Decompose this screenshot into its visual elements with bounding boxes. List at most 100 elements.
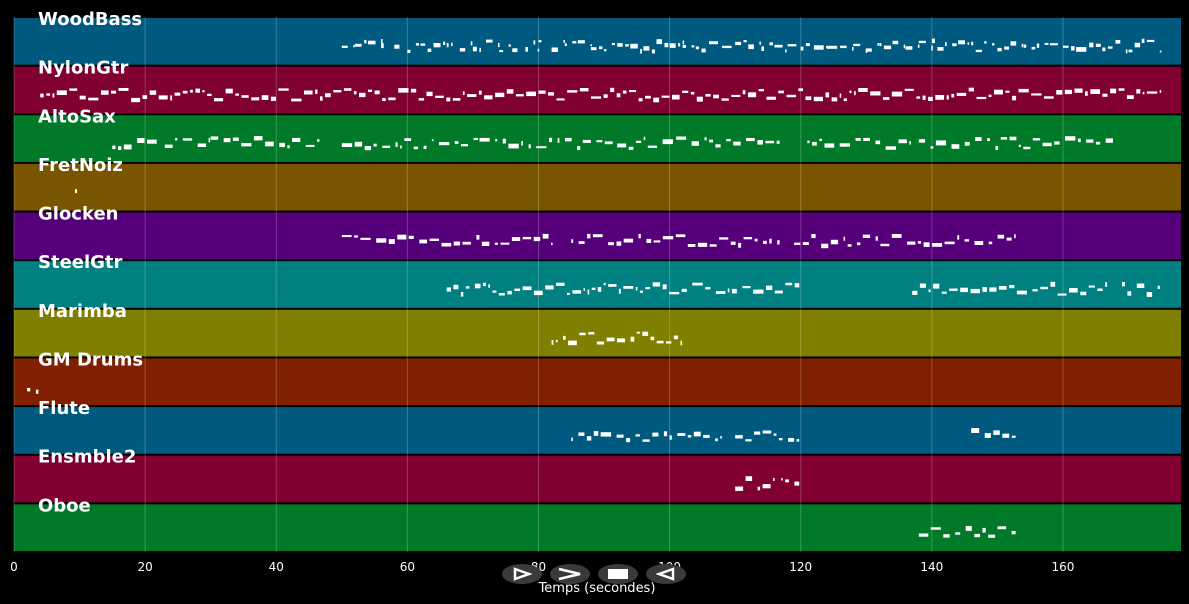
note (941, 291, 947, 294)
fast-forward-icon (558, 567, 581, 581)
note (687, 435, 692, 438)
note (564, 43, 567, 46)
note (827, 45, 838, 49)
note (522, 286, 532, 291)
note (918, 533, 929, 537)
note (567, 292, 570, 295)
note (883, 45, 892, 50)
note (118, 88, 129, 91)
note (758, 89, 764, 92)
note-phrase (27, 387, 39, 394)
x-tick-label: 140 (920, 560, 943, 574)
x-tick-label: 160 (1052, 560, 1075, 574)
note (123, 144, 132, 150)
note (590, 44, 592, 47)
note (1009, 136, 1017, 141)
note (1076, 47, 1087, 52)
note-phrase (892, 40, 906, 49)
note (410, 88, 417, 93)
note (536, 146, 547, 149)
note (995, 145, 999, 150)
note (753, 289, 764, 294)
note-phrase (472, 46, 481, 53)
note (956, 92, 967, 96)
track-lane-3 (14, 163, 1181, 211)
note (805, 96, 812, 101)
note (603, 94, 608, 98)
note (640, 48, 642, 54)
playback-controls (502, 564, 686, 586)
note (599, 46, 603, 50)
note-phrase (656, 39, 669, 48)
note (317, 139, 320, 142)
note (586, 436, 592, 441)
note (672, 94, 680, 100)
note (645, 287, 651, 290)
note (482, 282, 486, 287)
note (955, 532, 961, 535)
note (669, 43, 676, 48)
note-phrase (577, 40, 592, 47)
note (1064, 89, 1072, 95)
note (786, 94, 796, 98)
note (1146, 91, 1158, 94)
x-tick-label: 60 (400, 560, 415, 574)
note (1010, 41, 1017, 46)
note (891, 91, 903, 97)
note (923, 242, 930, 247)
note (577, 146, 581, 151)
stop-button[interactable] (598, 564, 638, 584)
note (1000, 137, 1008, 140)
note (693, 431, 701, 437)
note (542, 233, 549, 239)
note (563, 40, 565, 43)
note (101, 90, 109, 95)
note-phrase (381, 43, 384, 49)
note (474, 283, 481, 289)
track-lane-7 (14, 358, 1181, 406)
note (467, 94, 477, 97)
note (855, 138, 861, 141)
note-phrase (735, 476, 775, 491)
note (1080, 291, 1087, 296)
note (508, 44, 511, 47)
note (1157, 285, 1160, 289)
note (796, 439, 800, 442)
note (745, 476, 753, 481)
note (905, 46, 913, 50)
note (577, 40, 585, 44)
note (826, 45, 828, 49)
play-button[interactable] (502, 564, 542, 584)
note (974, 533, 980, 538)
note (656, 340, 664, 344)
note-phrase (748, 41, 761, 50)
note (617, 143, 627, 148)
note (636, 331, 640, 334)
note-phrase (676, 136, 780, 148)
note-phrase (551, 331, 682, 346)
note (1018, 144, 1021, 148)
track-label: Flute (38, 398, 90, 419)
note-phrase (112, 138, 157, 150)
note (56, 90, 67, 95)
note (208, 137, 211, 143)
note (616, 434, 624, 438)
note (680, 340, 682, 346)
note-phrase (1049, 43, 1058, 46)
note-phrase (512, 48, 518, 53)
note (989, 287, 997, 292)
note (1009, 285, 1015, 289)
note (368, 40, 376, 45)
rewind-button[interactable] (646, 564, 686, 584)
track-lane-5 (14, 261, 1181, 308)
note (40, 93, 44, 98)
note (1006, 237, 1012, 241)
note-phrase (984, 41, 995, 46)
note (486, 39, 493, 43)
note (470, 41, 473, 46)
note (1049, 43, 1058, 46)
fast-forward-button[interactable] (550, 564, 590, 584)
note (971, 41, 974, 46)
note (682, 45, 686, 48)
note (261, 95, 269, 100)
